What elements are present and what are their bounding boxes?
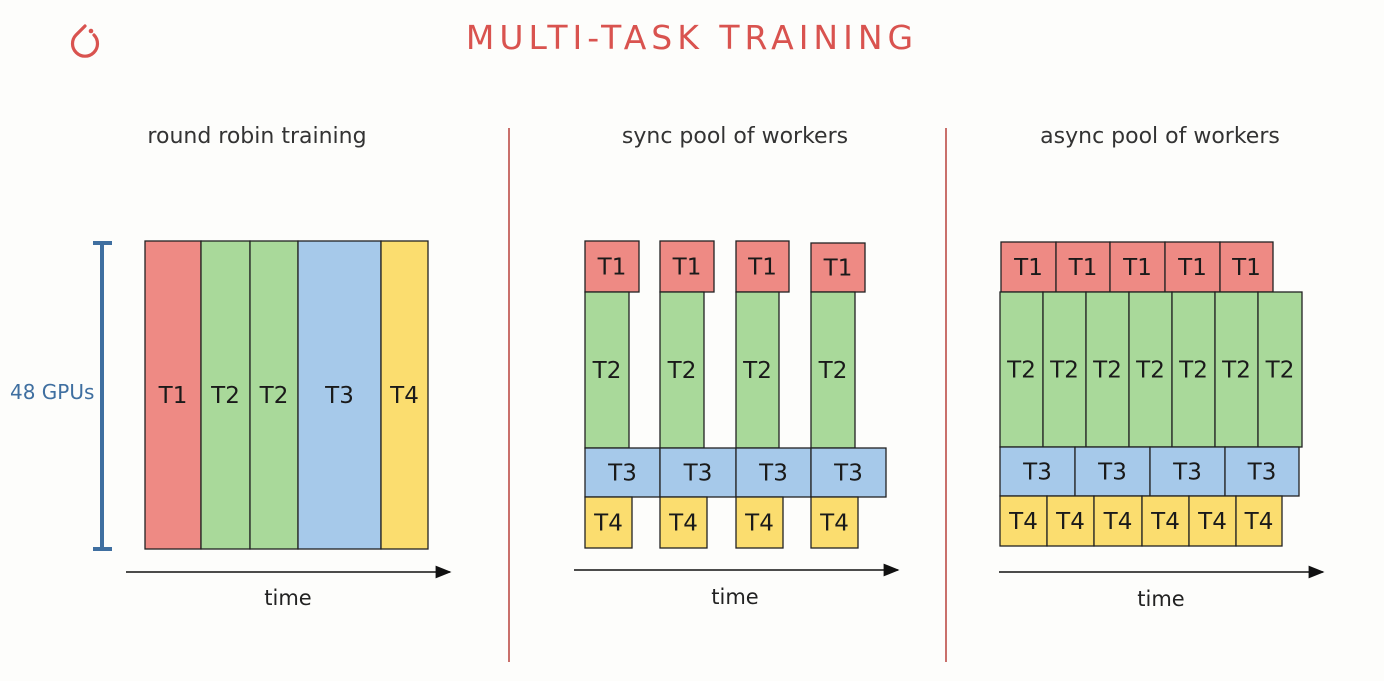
task-label: T4 [668, 511, 698, 537]
task-block-t3: T3 [1074, 446, 1151, 497]
task-label: T4 [744, 511, 774, 537]
task-label: T3 [607, 461, 637, 487]
time-label-sync-pool: time [711, 585, 759, 609]
task-block-t4: T4 [1046, 495, 1095, 547]
task-block-t3: T3 [584, 447, 661, 498]
task-block-t4: T4 [380, 240, 429, 550]
task-label: T3 [1172, 460, 1202, 486]
task-block-t4: T4 [659, 496, 708, 549]
task-label: T4 [819, 511, 849, 537]
task-block-t2: T2 [1085, 291, 1130, 448]
task-label: T4 [1197, 509, 1227, 535]
task-label: T2 [1092, 358, 1122, 384]
task-block-t1: T1 [659, 240, 715, 293]
task-label: T4 [1103, 509, 1133, 535]
task-label: T4 [593, 511, 623, 537]
task-label: T3 [324, 383, 354, 409]
page-title: MULTI-TASK TRAINING [465, 18, 919, 57]
panel-title-async-pool: async pool of workers [1040, 124, 1280, 149]
task-label: T2 [1135, 358, 1165, 384]
panel-title-sync-pool: sync pool of workers [621, 124, 849, 149]
task-block-t2: T2 [999, 291, 1044, 448]
task-block-t4: T4 [735, 496, 784, 549]
task-block-t1: T1 [144, 240, 202, 550]
task-block-t3: T3 [735, 447, 812, 498]
task-label: T4 [389, 383, 419, 409]
task-block-t4: T4 [1141, 495, 1190, 547]
task-block-t1: T1 [584, 240, 640, 293]
task-label: T4 [1150, 509, 1180, 535]
task-label: T1 [1013, 255, 1043, 281]
task-label: T2 [742, 358, 772, 384]
task-block-t1: T1 [1109, 241, 1166, 293]
task-block-t2: T2 [200, 240, 251, 550]
task-label: T2 [210, 383, 240, 409]
task-label: T1 [747, 255, 777, 281]
task-label: T1 [1231, 255, 1261, 281]
gpu-axis [93, 241, 112, 551]
task-label: T1 [1122, 255, 1152, 281]
task-block-t3: T3 [297, 240, 382, 550]
task-block-t2: T2 [735, 291, 780, 449]
task-label: T3 [758, 461, 788, 487]
task-block-t3: T3 [659, 447, 737, 498]
task-block-t1: T1 [1055, 241, 1111, 293]
task-label: T1 [597, 255, 627, 281]
task-block-t2: T2 [659, 291, 705, 449]
pytorch-logo-icon [70, 24, 100, 58]
task-label: T2 [1178, 358, 1208, 384]
task-label: T3 [833, 461, 863, 487]
task-label: T1 [1068, 255, 1098, 281]
task-block-t3: T3 [810, 447, 887, 498]
task-label: T2 [1049, 358, 1079, 384]
task-block-t2: T2 [810, 291, 856, 449]
task-block-t4: T4 [999, 495, 1048, 547]
task-block-t4: T4 [584, 496, 633, 549]
task-block-t4: T4 [1188, 495, 1237, 547]
task-block-t2: T2 [1042, 291, 1087, 448]
task-label: T3 [1097, 460, 1127, 486]
task-block-t3: T3 [1224, 446, 1300, 497]
time-label-async-pool: time [1137, 587, 1185, 611]
task-block-t1: T1 [1000, 241, 1057, 293]
task-block-t4: T4 [810, 496, 859, 549]
task-block-t1: T1 [810, 242, 866, 293]
task-label: T2 [667, 358, 697, 384]
task-label: T4 [1008, 509, 1038, 535]
task-block-t4: T4 [1235, 495, 1283, 547]
task-label: T2 [1265, 358, 1295, 384]
task-block-t3: T3 [999, 446, 1076, 497]
task-label: T3 [1247, 460, 1277, 486]
task-label: T1 [1177, 255, 1207, 281]
task-block-t2: T2 [584, 291, 630, 449]
task-block-t1: T1 [1219, 241, 1274, 293]
task-label: T2 [259, 383, 289, 409]
task-label: T4 [1244, 509, 1274, 535]
task-label: T2 [818, 358, 848, 384]
task-label: T4 [1055, 509, 1085, 535]
task-block-t2: T2 [1171, 291, 1216, 448]
task-label: T3 [1022, 460, 1052, 486]
task-block-t3: T3 [1149, 446, 1226, 497]
task-label: T2 [1006, 358, 1036, 384]
task-label: T1 [823, 256, 853, 282]
task-block-t1: T1 [1164, 241, 1221, 293]
task-label: T1 [158, 383, 188, 409]
task-label: T2 [1221, 358, 1251, 384]
task-label: T1 [672, 255, 702, 281]
task-block-t2: T2 [1257, 291, 1303, 448]
task-block-t2: T2 [1128, 291, 1173, 448]
gpu-count-label: 48 GPUs [10, 380, 95, 404]
task-block-t1: T1 [735, 240, 790, 293]
time-label-round-robin: time [264, 586, 312, 610]
task-block-t4: T4 [1093, 495, 1143, 547]
task-block-t2: T2 [249, 240, 299, 550]
task-label: T2 [592, 358, 622, 384]
panel-title-round-robin: round robin training [147, 124, 367, 149]
task-block-t2: T2 [1214, 291, 1259, 448]
task-label: T3 [683, 461, 713, 487]
